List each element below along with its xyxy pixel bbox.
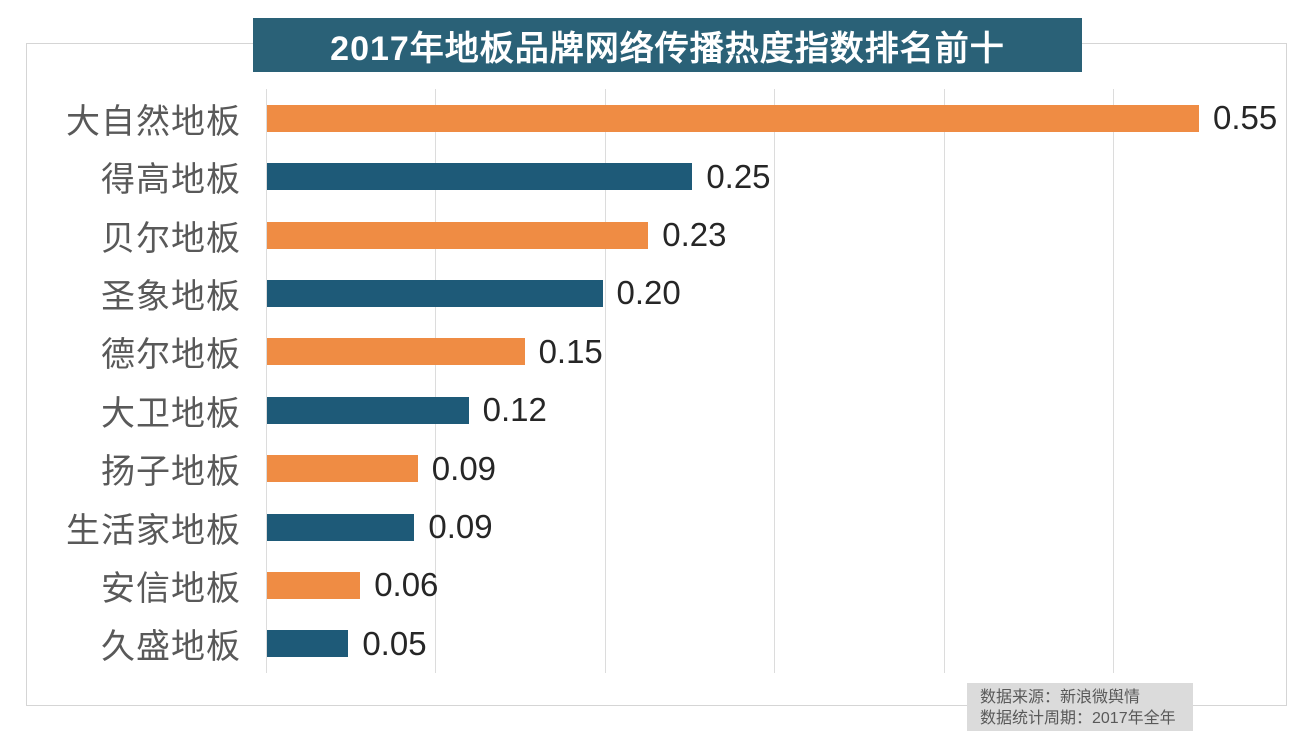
chart-title: 2017年地板品牌网络传播热度指数排名前十 xyxy=(253,18,1082,72)
bar-track: 0.25 xyxy=(266,147,1286,205)
plot-frame: 大自然地板 0.55 得高地板 0.25 贝尔地板 0.23 圣象地板 0.20 德尔地板 0.1… xyxy=(26,43,1287,706)
value-label: 0.05 xyxy=(362,624,427,662)
category-label: 安信地板 xyxy=(101,569,241,608)
bar-track: 0.15 xyxy=(266,323,1286,381)
bar xyxy=(267,163,693,191)
bar xyxy=(267,104,1199,132)
category-label: 贝尔地板 xyxy=(101,219,241,258)
value-label: 0.12 xyxy=(482,391,547,429)
bar-track: 0.09 xyxy=(266,439,1286,497)
gridline xyxy=(1113,89,1115,673)
bar xyxy=(267,513,415,541)
bar-row: 德尔地板 0.15 xyxy=(27,323,1286,381)
gridline xyxy=(943,89,945,673)
source-note: 数据来源：新浪微舆情 数据统计周期：2017年全年 xyxy=(967,683,1193,731)
value-label: 0.20 xyxy=(616,274,681,312)
value-label: 0.25 xyxy=(706,157,771,195)
category-label: 久盛地板 xyxy=(101,628,241,667)
value-label: 0.09 xyxy=(431,449,497,487)
bar-row: 扬子地板 0.09 xyxy=(27,439,1286,497)
gridline xyxy=(266,89,267,673)
category-label: 得高地板 xyxy=(101,161,241,200)
bar xyxy=(267,221,649,249)
category-label: 德尔地板 xyxy=(101,336,241,375)
gridline xyxy=(774,89,776,673)
bar xyxy=(267,455,418,483)
category-label: 大卫地板 xyxy=(101,394,241,433)
bar-track: 0.05 xyxy=(266,615,1286,673)
category-label: 圣象地板 xyxy=(101,277,241,316)
category-label: 大自然地板 xyxy=(66,102,241,141)
bar-row: 贝尔地板 0.23 xyxy=(27,206,1286,264)
gridline xyxy=(604,89,606,673)
gridline xyxy=(435,89,437,673)
value-label: 0.09 xyxy=(428,508,493,546)
bar xyxy=(267,279,603,307)
bar-track: 0.12 xyxy=(266,381,1286,439)
value-label: 0.55 xyxy=(1212,99,1278,137)
bar-row: 大卫地板 0.12 xyxy=(27,381,1286,439)
bar-track: 0.23 xyxy=(266,206,1286,264)
bar-row: 久盛地板 0.05 xyxy=(27,615,1286,673)
bar-rows: 大自然地板 0.55 得高地板 0.25 贝尔地板 0.23 圣象地板 0.20 德尔地板 0.1… xyxy=(27,89,1286,673)
bar-track: 0.55 xyxy=(266,89,1286,147)
bar-track: 0.06 xyxy=(266,556,1286,614)
bar-row: 圣象地板 0.20 xyxy=(27,264,1286,322)
bar-row: 大自然地板 0.55 xyxy=(27,89,1286,147)
bar xyxy=(267,630,349,658)
value-label: 0.23 xyxy=(662,216,727,254)
source-line-origin: 数据来源：新浪微舆情 xyxy=(980,689,1141,706)
source-line-period: 数据统计周期：2017年全年 xyxy=(980,710,1176,727)
bar-row: 安信地板 0.06 xyxy=(27,556,1286,614)
bar xyxy=(267,571,361,599)
bar-row: 得高地板 0.25 xyxy=(27,147,1286,205)
bar-track: 0.20 xyxy=(266,264,1286,322)
value-label: 0.06 xyxy=(374,566,439,604)
category-label: 扬子地板 xyxy=(101,453,241,492)
bar-track: 0.09 xyxy=(266,498,1286,556)
bar xyxy=(267,396,469,424)
value-label: 0.15 xyxy=(538,332,603,370)
category-label: 生活家地板 xyxy=(66,511,241,550)
bar-row: 生活家地板 0.09 xyxy=(27,498,1286,556)
bar xyxy=(267,338,525,366)
